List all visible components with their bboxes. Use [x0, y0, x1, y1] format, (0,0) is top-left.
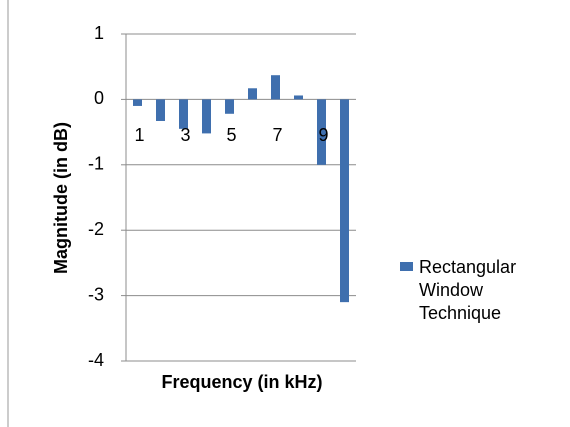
y-tick-label: 0 — [94, 88, 104, 108]
y-axis-label: Magnitude (in dB) — [51, 122, 71, 274]
y-tick-label: -1 — [88, 154, 104, 174]
bar — [225, 99, 234, 114]
bar — [202, 99, 211, 134]
x-tick-label: 3 — [180, 125, 190, 145]
bar — [317, 99, 326, 165]
x-tick-label: 1 — [134, 125, 144, 145]
legend-swatch — [400, 262, 413, 271]
x-tick-label: 7 — [272, 125, 282, 145]
y-tick-label: -4 — [88, 350, 104, 370]
x-tick-label: 9 — [318, 125, 328, 145]
bar — [179, 99, 188, 129]
bar — [340, 99, 349, 303]
bar — [294, 95, 303, 100]
x-tick-label: 5 — [226, 125, 236, 145]
legend-label: Rectangular Window Technique — [419, 257, 517, 323]
bar — [271, 75, 280, 100]
y-tick-label: -3 — [88, 284, 104, 304]
bar — [156, 99, 165, 121]
bar — [133, 99, 142, 106]
y-tick-label: -2 — [88, 219, 104, 239]
y-tick-label: 1 — [94, 23, 104, 43]
chart-frame — [7, 0, 9, 427]
bar — [248, 88, 257, 100]
x-axis-label: Frequency (in kHz) — [161, 372, 322, 392]
